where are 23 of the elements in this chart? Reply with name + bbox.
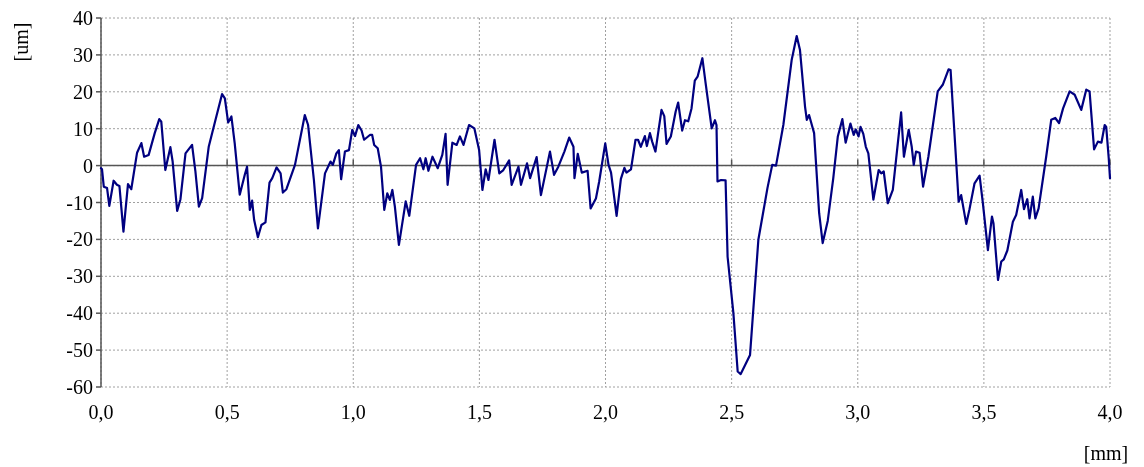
y-tick-label: 10 [73,117,93,140]
x-tick-label: 3,5 [971,401,997,423]
x-tick-label: 3,0 [845,401,871,423]
x-tick-label: 4,0 [1097,401,1123,423]
x-axis-title: [mm] [1083,442,1129,464]
y-tick-label: -60 [66,376,93,398]
y-tick-label: 0 [83,154,93,177]
y-tick-label: 30 [73,43,93,66]
x-tick-label: 1,5 [466,401,492,423]
y-tick-label: -40 [66,302,93,325]
x-tick-label: 2,0 [593,401,618,423]
y-tick-label: -50 [66,339,93,362]
y-tick-label: -10 [66,191,93,214]
y-tick-label: 20 [73,80,93,103]
y-tick-label: -30 [66,265,93,288]
y-tick-label: -20 [66,228,93,251]
y-tick-label: 40 [73,7,93,29]
x-tick-label: 0,0 [88,401,114,423]
x-tick-label: 2,5 [719,401,745,423]
line-series [99,34,1112,376]
y-axis-title: [um] [10,22,32,62]
x-tick-label: 0,5 [214,401,240,423]
x-tick-label: 1,0 [340,401,366,423]
